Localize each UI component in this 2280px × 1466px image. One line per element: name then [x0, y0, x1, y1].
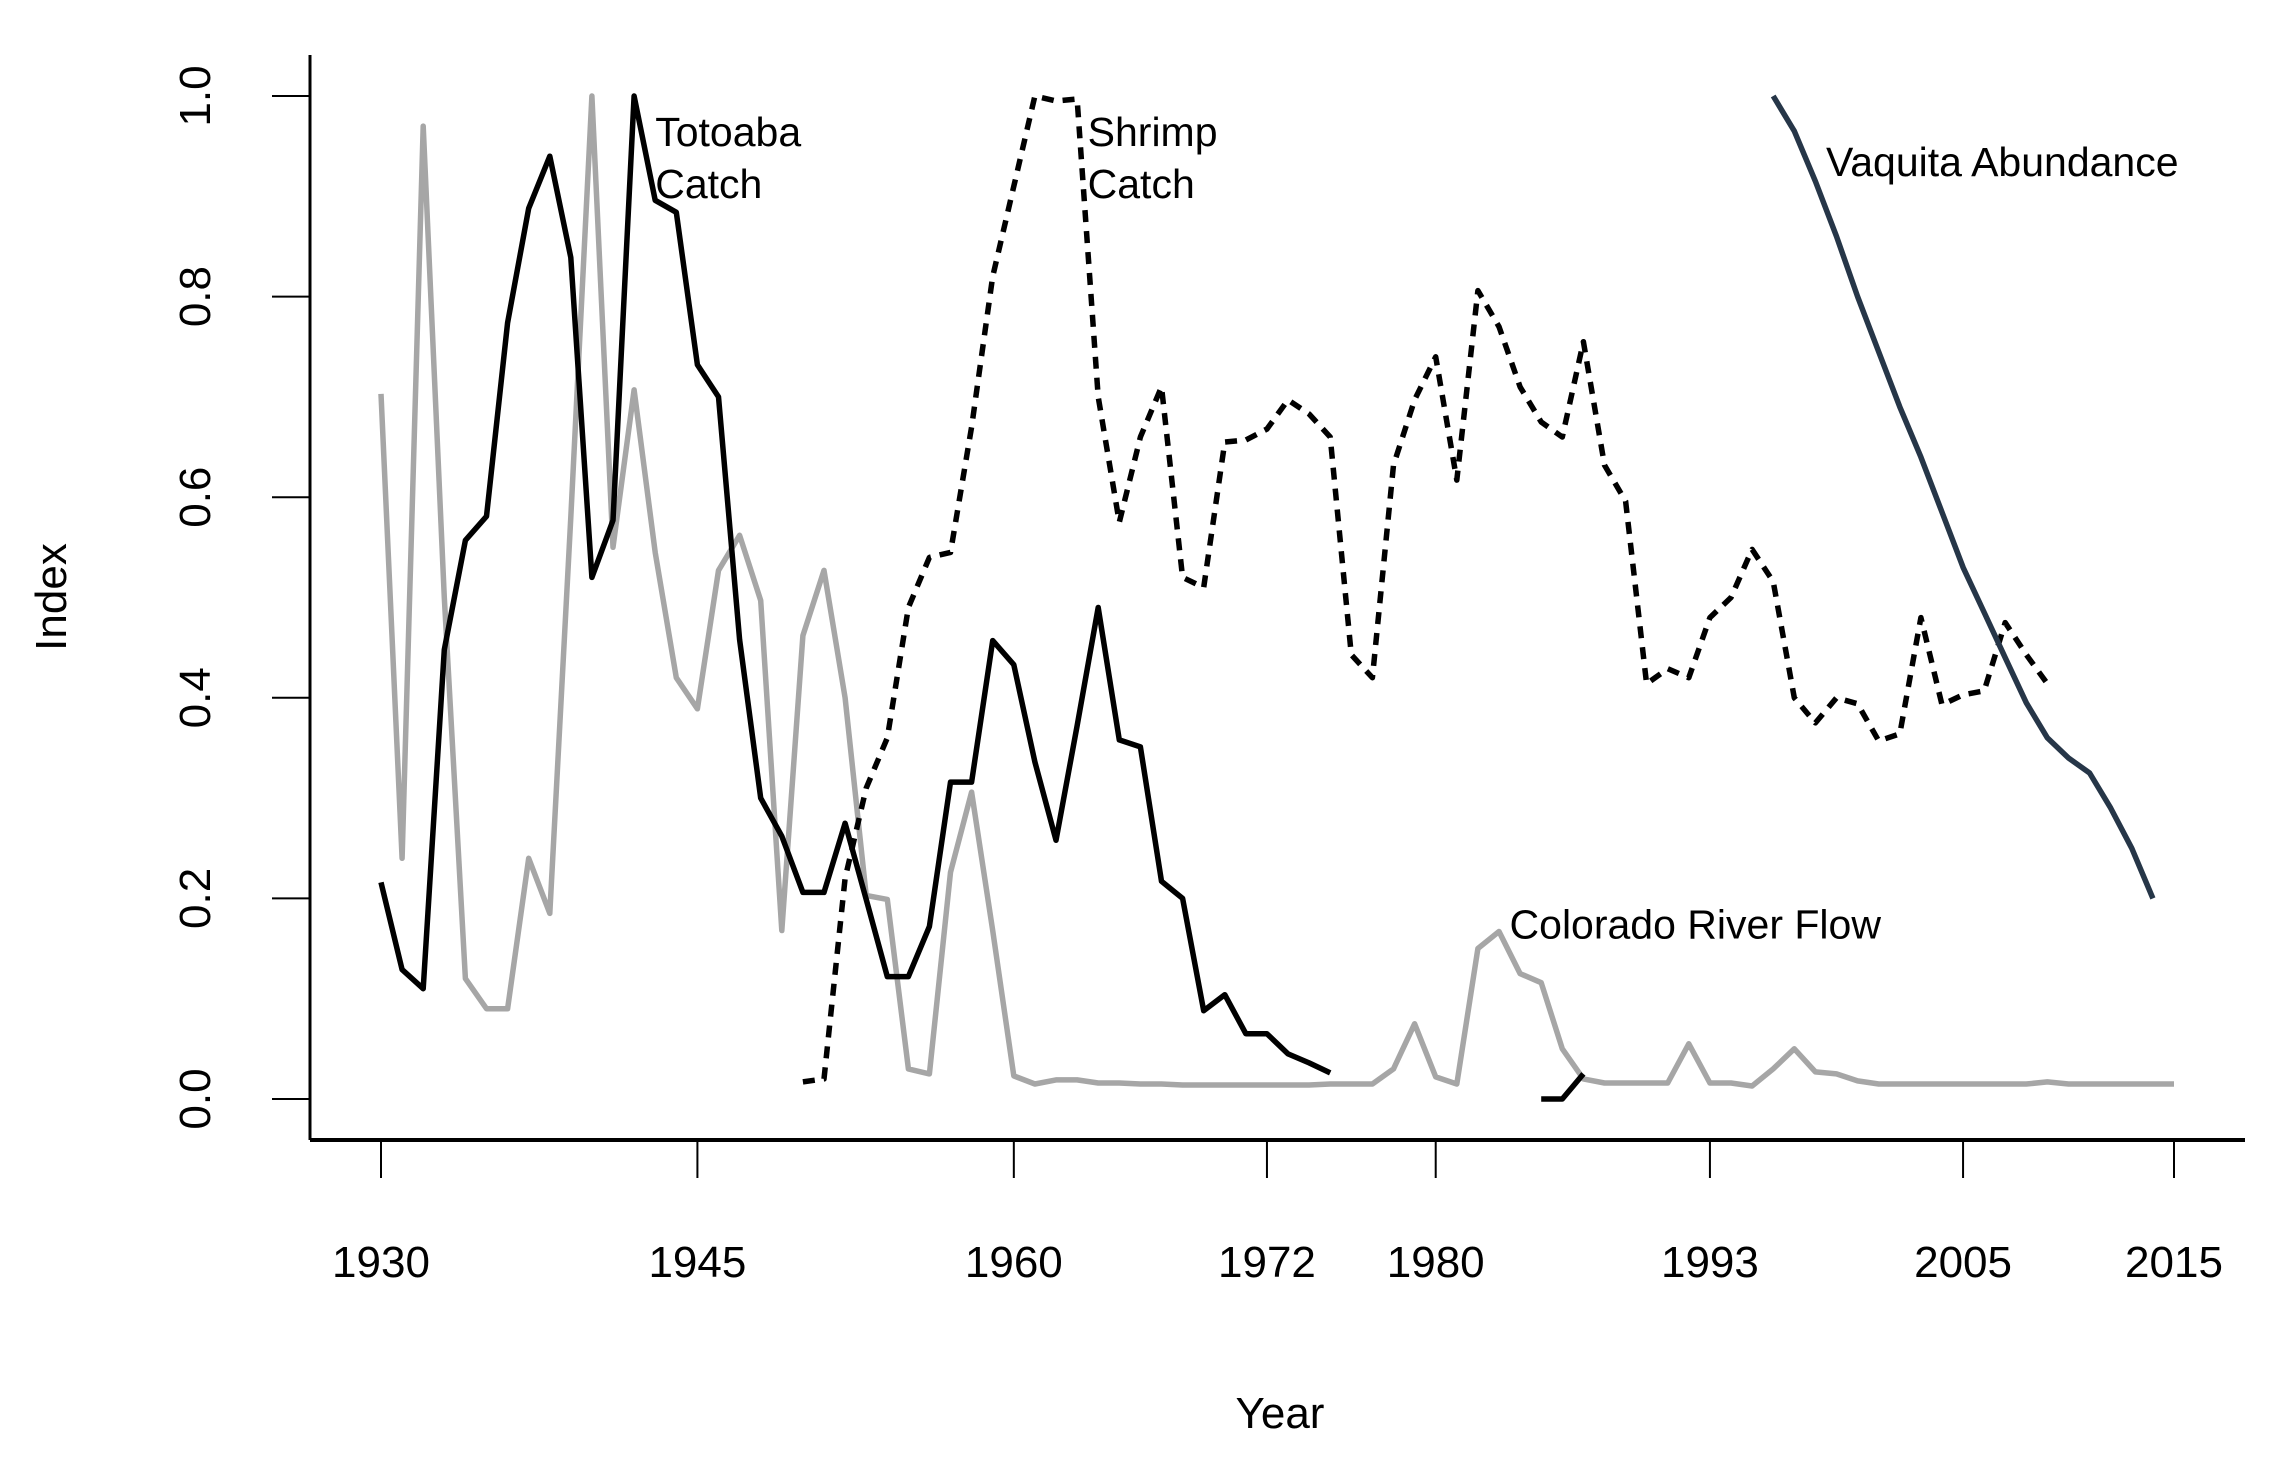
x-tick-label: 1945: [648, 1238, 746, 1287]
x-tick-label: 2005: [1914, 1238, 2012, 1287]
totoaba-catch-label: Totoaba: [655, 109, 801, 155]
x-tick-label: 1930: [332, 1238, 430, 1287]
vaquita-abundance-line: [1770, 94, 2156, 900]
colorado-river-flow-label: Colorado River Flow: [1510, 902, 1882, 948]
colorado-river-flow-line: [378, 93, 2174, 1089]
x-tick-label: 1960: [965, 1238, 1063, 1287]
y-tick-label: 1.0: [171, 65, 220, 126]
vaquita-abundance-label: Vaquita Abundance: [1826, 139, 2179, 185]
series-labels: Colorado River Flow Totoaba Catch Shrimp Cat…: [655, 109, 2178, 947]
y-tick-label: 0.4: [171, 667, 220, 728]
totoaba-catch-line: [1541, 1072, 1586, 1102]
y-axis-label: Index: [27, 543, 76, 651]
shrimp-catch-line: [802, 93, 2050, 1085]
totoaba-catch-line: [378, 93, 1332, 1076]
y-tick-label: 0.6: [171, 467, 220, 528]
x-tick-label: 1993: [1661, 1238, 1759, 1287]
axes: 1930 1945 1960 1972 1980 1993 2005 2015 0.0 0.2 0.…: [171, 55, 2245, 1287]
shrimp-catch-label: Shrimp: [1088, 109, 1218, 155]
y-tick-label: 0.2: [171, 868, 220, 929]
y-tick-label: 0.8: [171, 266, 220, 327]
series-lines: [378, 93, 2174, 1102]
x-axis-label: Year: [1236, 1389, 1325, 1438]
shrimp-catch-label: Catch: [1088, 161, 1195, 207]
x-tick-label: 1972: [1218, 1238, 1316, 1287]
x-tick-label: 1980: [1387, 1238, 1485, 1287]
totoaba-catch-label: Catch: [655, 161, 762, 207]
y-tick-label: 0.0: [171, 1068, 220, 1129]
x-tick-label: 2015: [2125, 1238, 2223, 1287]
